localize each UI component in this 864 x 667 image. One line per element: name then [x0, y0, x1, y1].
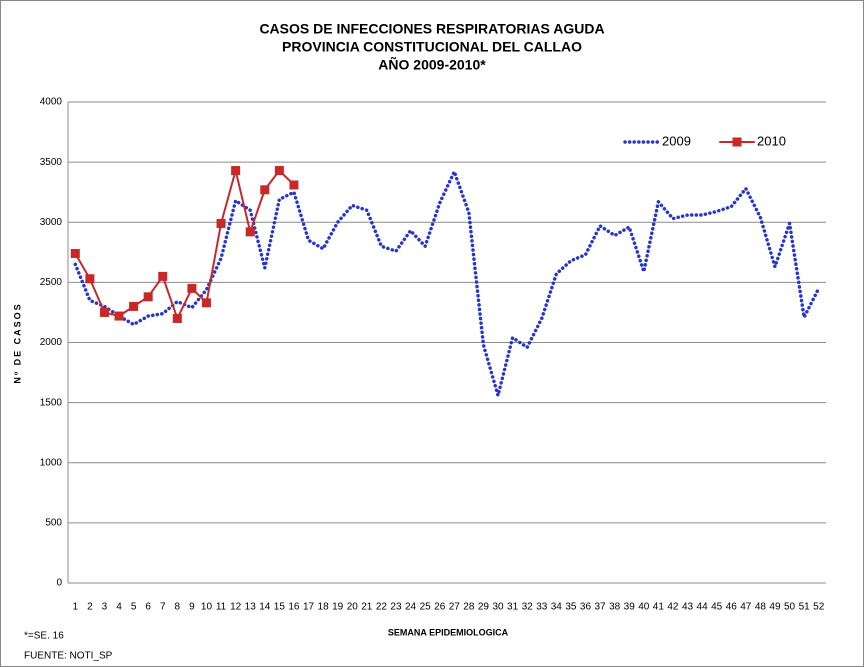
x-tick-label: 33: [536, 602, 548, 613]
x-tick-label: 24: [405, 602, 417, 613]
x-tick-label: 40: [638, 602, 650, 613]
x-tick-label: 42: [667, 602, 679, 613]
chart-title: AÑO 2009-2010*: [378, 56, 486, 73]
x-tick-label: 3: [102, 602, 108, 613]
x-tick-label: 49: [769, 602, 781, 613]
x-tick-label: 28: [463, 602, 475, 613]
point: [172, 313, 182, 323]
y-tick-label: 0: [56, 578, 62, 589]
y-tick-label: 2500: [40, 277, 63, 288]
x-tick-label: 10: [201, 602, 213, 613]
x-tick-label: 12: [230, 602, 242, 613]
x-tick-label: 26: [434, 602, 446, 613]
y-axis-label: Nº DE CASOS: [12, 302, 22, 383]
x-tick-label: 30: [492, 602, 504, 613]
x-tick-label: 1: [73, 602, 79, 613]
x-tick-label: 14: [259, 602, 271, 613]
x-tick-label: 8: [175, 602, 181, 613]
annotation: *=SE. 16: [24, 631, 64, 642]
y-tick-label: 1500: [40, 397, 63, 408]
x-tick-label: 6: [145, 602, 151, 613]
point: [231, 166, 241, 176]
x-tick-label: 41: [653, 602, 665, 613]
point: [187, 283, 197, 293]
point: [245, 227, 255, 237]
x-tick-label: 17: [303, 602, 315, 613]
y-tick-label: 3000: [40, 217, 63, 228]
x-tick-label: 44: [697, 602, 709, 613]
x-tick-label: 52: [813, 602, 825, 613]
legend-label: 2010: [757, 133, 786, 148]
x-tick-label: 27: [449, 602, 461, 613]
series-line: [74, 169, 295, 322]
y-tick-label: 2000: [40, 337, 63, 348]
x-tick-label: 2: [87, 602, 93, 613]
x-tick-label: 35: [565, 602, 577, 613]
legend-label: 2009: [662, 133, 691, 148]
x-tick-label: 15: [274, 602, 286, 613]
y-tick-label: 500: [45, 518, 62, 529]
x-tick-label: 48: [755, 602, 767, 613]
x-tick-label: 22: [376, 602, 388, 613]
x-tick-label: 29: [478, 602, 490, 613]
point: [143, 292, 153, 302]
x-tick-label: 36: [580, 602, 592, 613]
x-tick-label: 39: [624, 602, 636, 613]
x-tick-label: 5: [131, 602, 137, 613]
x-tick-label: 45: [711, 602, 723, 613]
x-tick-label: 4: [116, 602, 122, 613]
x-tick-label: 43: [682, 602, 694, 613]
point: [201, 298, 211, 308]
point: [129, 301, 139, 311]
point: [114, 311, 124, 321]
x-tick-label: 19: [332, 602, 344, 613]
point: [158, 271, 168, 281]
x-tick-label: 31: [507, 602, 519, 613]
point: [289, 180, 299, 190]
point: [216, 218, 226, 228]
x-tick-label: 25: [420, 602, 432, 613]
x-tick-label: 37: [594, 602, 606, 613]
x-tick-label: 38: [609, 602, 621, 613]
x-tick-label: 51: [799, 602, 811, 613]
x-tick-label: 34: [551, 602, 563, 613]
x-tick-label: 18: [318, 602, 330, 613]
x-tick-label: 21: [361, 602, 373, 613]
chart-title: CASOS DE INFECCIONES RESPIRATORIAS AGUDA: [259, 21, 604, 37]
x-axis-label: SEMANA EPIDEMIOLOGICA: [388, 627, 509, 637]
x-tick-label: 16: [288, 602, 300, 613]
y-tick-label: 4000: [40, 97, 63, 108]
x-tick-label: 47: [740, 602, 752, 613]
x-tick-label: 11: [216, 602, 227, 613]
x-tick-label: 23: [390, 602, 402, 613]
point: [260, 185, 270, 195]
annotation: FUENTE: NOTI_SP: [24, 651, 113, 662]
legend-swatch: [732, 137, 742, 147]
x-tick-label: 13: [245, 602, 257, 613]
x-tick-label: 50: [784, 602, 796, 613]
y-tick-label: 3500: [40, 157, 63, 168]
chart-title: PROVINCIA CONSTITUCIONAL DEL CALLAO: [282, 39, 582, 55]
series-line: [73, 167, 821, 403]
point: [274, 166, 284, 176]
x-tick-label: 7: [160, 602, 166, 613]
x-tick-label: 46: [726, 602, 738, 613]
point: [99, 307, 109, 317]
x-tick-label: 9: [189, 602, 195, 613]
y-tick-label: 1000: [40, 457, 63, 468]
x-tick-label: 32: [522, 602, 534, 613]
point: [70, 249, 80, 259]
point: [85, 274, 95, 284]
x-tick-label: 20: [347, 602, 359, 613]
